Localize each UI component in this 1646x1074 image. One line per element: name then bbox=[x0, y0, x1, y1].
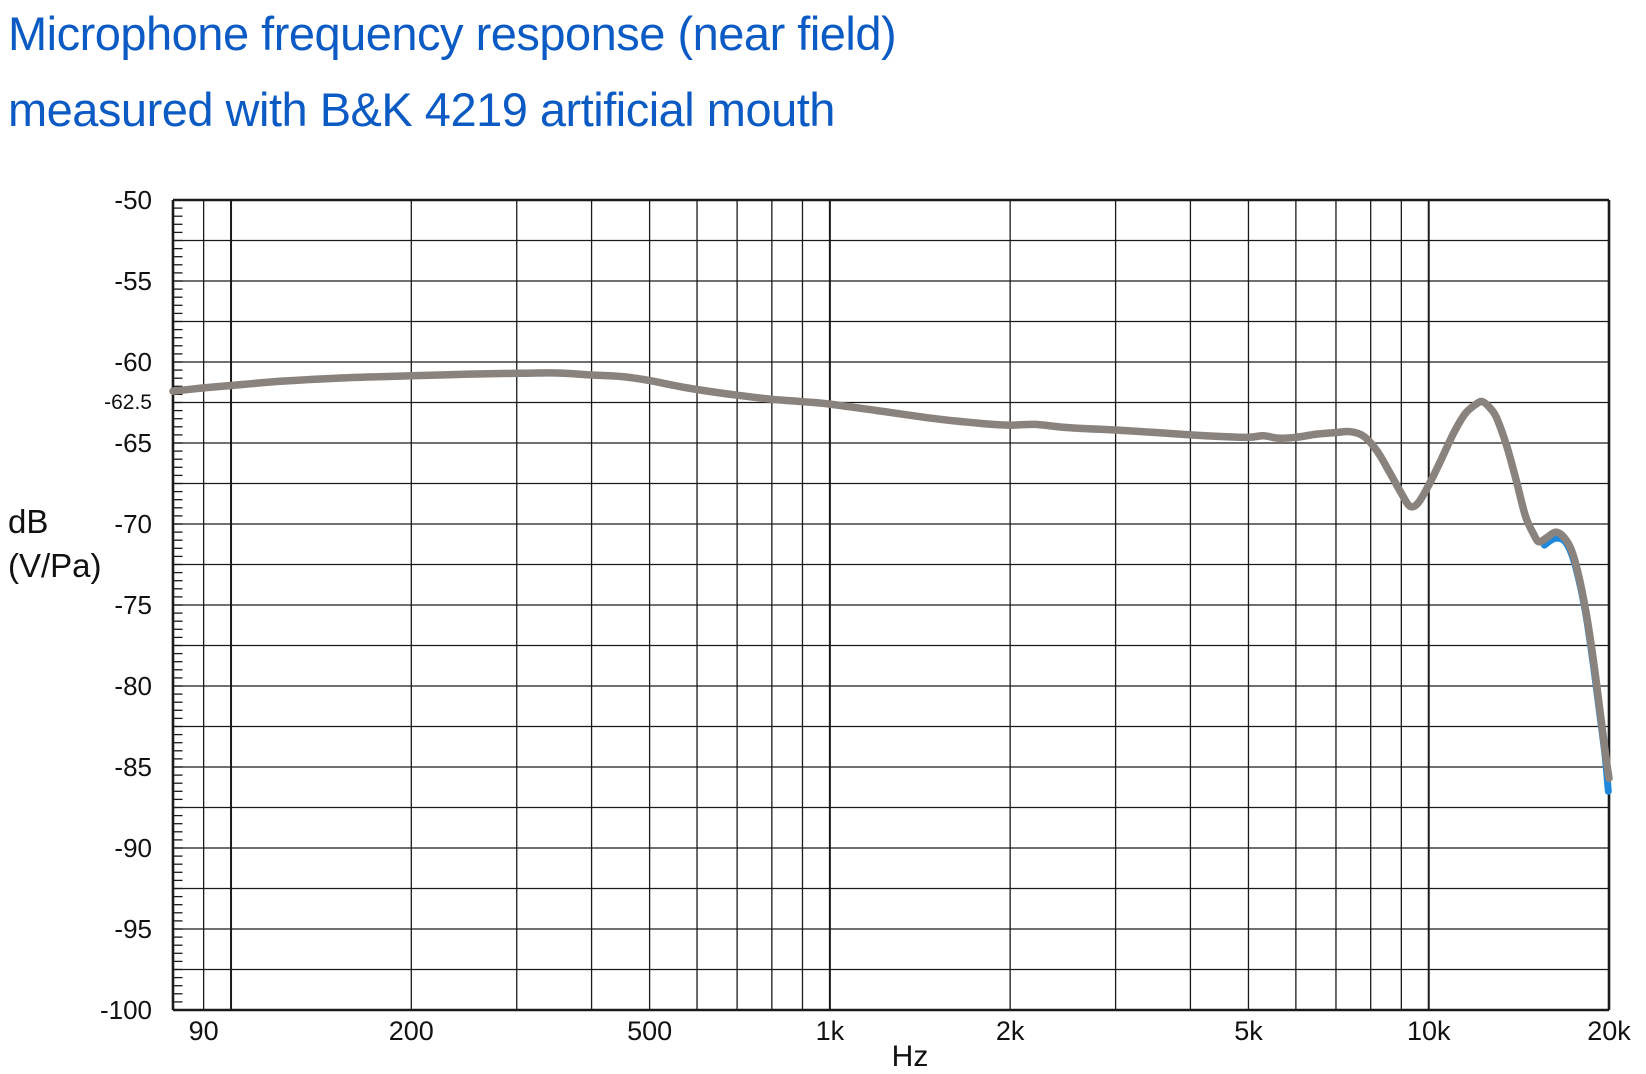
grid-horizontal-lines bbox=[173, 239, 1609, 971]
y-axis-title-reference: (V/Pa) bbox=[8, 547, 102, 584]
y-axis-minor-ticks bbox=[173, 199, 183, 1011]
y-axis-title-unit: dB bbox=[8, 503, 49, 540]
y-axis-title: dB (V/Pa) bbox=[8, 500, 102, 588]
chart-title-line2: measured with B&K 4219 artificial mouth bbox=[8, 83, 835, 136]
y-tick-label--70: -70 bbox=[114, 509, 152, 539]
plot-border bbox=[171, 198, 1611, 1012]
y-tick-label--55: -55 bbox=[114, 266, 152, 296]
x-tick-label-200: 200 bbox=[388, 1016, 434, 1046]
y-tick-label--65: -65 bbox=[114, 428, 152, 458]
chart-title-line1: Microphone frequency response (near fiel… bbox=[8, 7, 897, 60]
y-tick-label--75: -75 bbox=[114, 590, 152, 620]
x-tick-label-1k: 1k bbox=[815, 1016, 845, 1046]
y-tick-label--60: -60 bbox=[114, 347, 152, 377]
y-tick-label--95: -95 bbox=[114, 914, 152, 944]
x-tick-label-20k: 20k bbox=[1587, 1016, 1631, 1046]
x-tick-label-500: 500 bbox=[627, 1016, 673, 1046]
chart-title: Microphone frequency response (near fiel… bbox=[8, 0, 897, 148]
y-tick-label--62.5: -62.5 bbox=[104, 390, 152, 414]
x-axis-unit-label: Hz bbox=[891, 1040, 929, 1073]
grid-vertical-lines bbox=[202, 200, 1430, 1010]
y-tick-label--80: -80 bbox=[114, 671, 152, 701]
y-tick-label--90: -90 bbox=[114, 833, 152, 863]
y-tick-label--50: -50 bbox=[114, 185, 152, 215]
y-tick-label--85: -85 bbox=[114, 752, 152, 782]
x-tick-label-2k: 2k bbox=[995, 1016, 1025, 1046]
x-tick-label-10k: 10k bbox=[1406, 1016, 1451, 1046]
curve-response-main bbox=[169, 369, 1613, 783]
x-tick-label-5k: 5k bbox=[1234, 1016, 1263, 1046]
x-tick-label-90: 90 bbox=[188, 1016, 219, 1046]
y-tick-label--100: -100 bbox=[99, 995, 152, 1025]
